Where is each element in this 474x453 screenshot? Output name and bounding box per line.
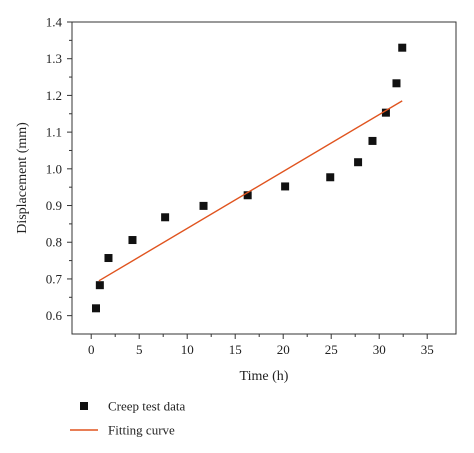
x-tick-label: 35 <box>421 342 434 357</box>
data-point <box>92 304 100 313</box>
x-tick-label: 25 <box>325 342 338 357</box>
y-axis-ticks: 0.6 0.7 0.8 0.9 1.0 1.1 1.2 1.3 1.4 <box>46 15 72 323</box>
x-tick-label: 15 <box>229 342 242 357</box>
data-point <box>243 191 252 200</box>
data-point <box>354 158 363 167</box>
x-tick-label: 5 <box>136 342 143 357</box>
x-axis-ticks: 0 5 10 15 20 25 30 35 <box>88 334 434 357</box>
fitting-curve-line <box>98 100 403 282</box>
legend-swatch-square <box>80 402 88 410</box>
legend-label: Creep test data <box>108 399 185 414</box>
data-point <box>104 254 113 263</box>
data-point <box>199 201 208 210</box>
y-tick-label: 0.7 <box>46 271 63 286</box>
x-axis-label: Time (h) <box>240 369 289 384</box>
legend-label: Fitting curve <box>108 423 175 438</box>
plot-frame <box>71 21 457 335</box>
data-point <box>281 182 290 191</box>
x-tick-label: 0 <box>88 342 95 357</box>
data-point <box>326 173 335 182</box>
x-tick-label: 10 <box>181 342 194 357</box>
data-point <box>128 236 137 245</box>
data-point <box>368 136 377 145</box>
data-point <box>95 281 104 290</box>
y-tick-label: 0.6 <box>46 308 63 323</box>
x-tick-label: 30 <box>373 342 386 357</box>
y-tick-label: 1.4 <box>46 15 63 30</box>
legend: Creep test data Fitting curve <box>70 399 185 438</box>
y-tick-label: 0.9 <box>46 198 62 213</box>
y-tick-label: 1.1 <box>46 125 62 140</box>
y-tick-label: 1.0 <box>46 161 62 176</box>
y-tick-label: 1.3 <box>46 51 62 66</box>
y-axis-label: Displacement (mm) <box>15 122 30 234</box>
series-layer <box>92 43 407 313</box>
x-tick-label: 20 <box>277 342 290 357</box>
data-point <box>161 213 170 222</box>
data-point <box>381 108 390 117</box>
data-point <box>392 79 401 88</box>
data-point <box>398 43 407 52</box>
y-tick-label: 1.2 <box>46 88 62 103</box>
y-tick-label: 0.8 <box>46 235 62 250</box>
